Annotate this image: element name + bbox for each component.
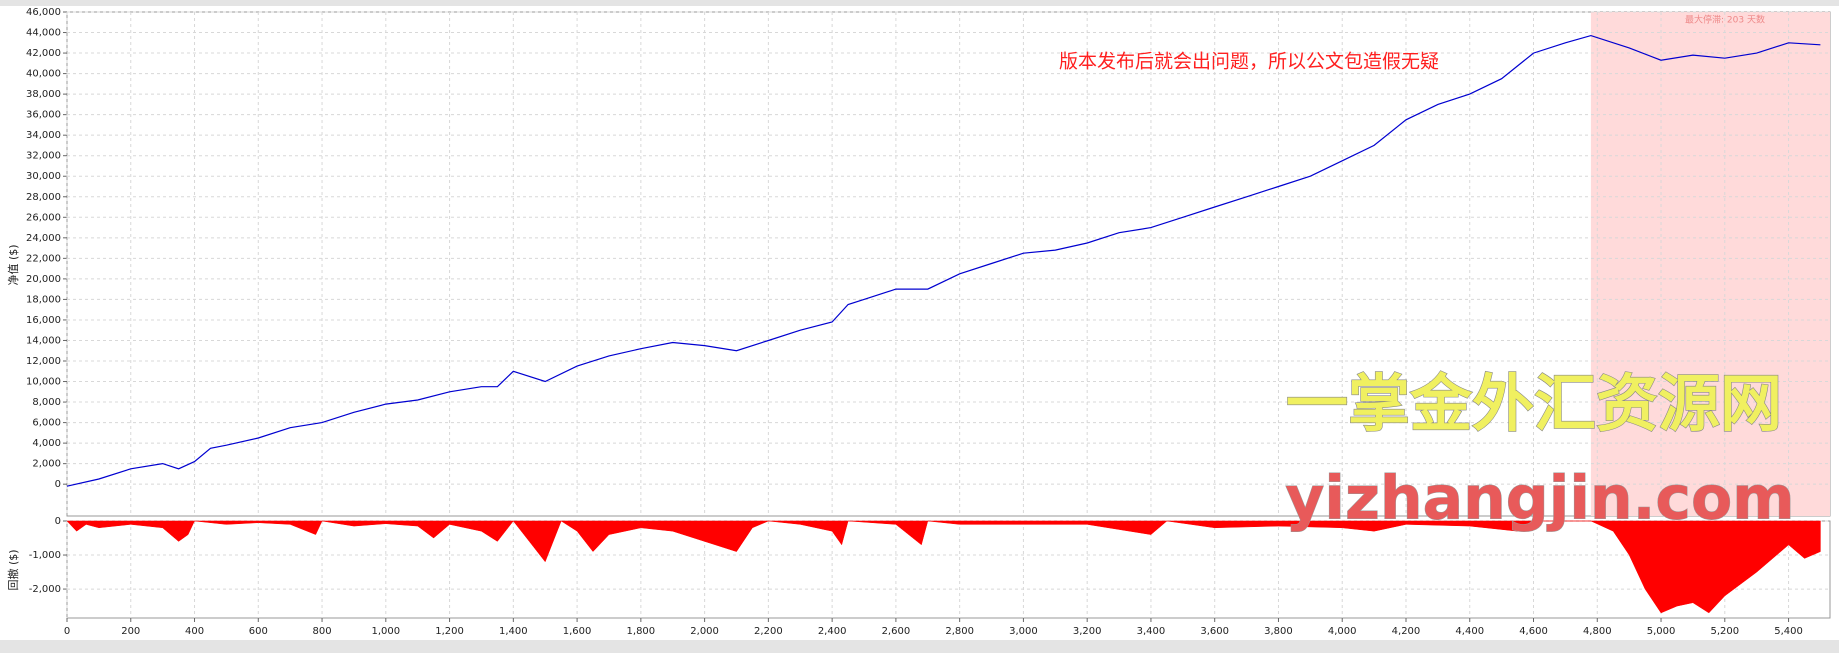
plot-layer: 0 2,000 4,000 6,000 8,000 10,000 12,000 14,000 1… [26, 7, 1831, 637]
status-strip [0, 640, 1839, 653]
y-tick-label: 46,000 [26, 7, 61, 18]
y-tick-label: 34,000 [26, 130, 61, 141]
x-tick-label: 3,600 [1200, 626, 1229, 637]
y-tick-label: 6,000 [32, 418, 61, 429]
shaded-region [1590, 12, 1830, 516]
x-tick-label: 3,800 [1264, 626, 1293, 637]
x-tick-label: 3,200 [1073, 626, 1102, 637]
x-tick-label: 2,600 [882, 626, 911, 637]
y-tick-label: 30,000 [26, 171, 61, 182]
watermark: 一掌金外汇资源网 [1286, 367, 1782, 440]
y-tick-label: 26,000 [26, 212, 61, 223]
y-tick-label: 12,000 [26, 356, 61, 367]
x-tick-label: 5,200 [1710, 626, 1739, 637]
y-tick-label: 4,000 [32, 438, 61, 449]
y-tick-label: -1,000 [29, 550, 61, 561]
x-tick-label: 1,800 [627, 626, 656, 637]
plot-area [66, 520, 1831, 619]
drawdown-area [66, 520, 1821, 614]
y-tick-label: 10,000 [26, 377, 61, 388]
y-tick-label: 20,000 [26, 274, 61, 285]
y-tick-label: 32,000 [26, 151, 61, 162]
tab-strip [0, 0, 1839, 6]
y-tick-label: 0 [55, 516, 61, 527]
y-tick-label: 28,000 [26, 192, 61, 203]
x-tick-label: 200 [121, 626, 140, 637]
y-tick-label: -2,000 [29, 584, 61, 595]
y-tick-label: 2,000 [32, 459, 61, 470]
y-tick-label: 22,000 [26, 253, 61, 264]
x-tick-label: 600 [249, 626, 268, 637]
x-tick-label: 4,400 [1455, 626, 1484, 637]
y-tick-label: 14,000 [26, 335, 61, 346]
y-tick-label: 36,000 [26, 110, 61, 121]
x-tick-label: 400 [185, 626, 204, 637]
y-tick-label: 0 [55, 479, 61, 490]
x-tick-label: 800 [312, 626, 331, 637]
x-tick-label: 1,600 [563, 626, 592, 637]
x-tick-label: 3,400 [1137, 626, 1166, 637]
x-tick-label: 2,800 [945, 626, 974, 637]
y-tick-label: 40,000 [26, 69, 61, 80]
stagnation-label: 最大停滞: 203 天数 [1685, 14, 1765, 26]
x-tick-label: 1,400 [499, 626, 528, 637]
y-tick-label: 38,000 [26, 89, 61, 100]
x-tick-label: 4,000 [1328, 626, 1357, 637]
y-tick-label: 18,000 [26, 294, 61, 305]
watermark-url: yizhangjin.com [1285, 464, 1794, 534]
x-tick-label: 2,000 [690, 626, 719, 637]
equity-line [66, 34, 1821, 487]
x-tick-label: 3,000 [1009, 626, 1038, 637]
y-tick-label: 8,000 [32, 397, 61, 408]
y-axis-label: 净值 ($) [6, 244, 20, 285]
y-axis-label: 回撤 ($) [6, 549, 20, 590]
x-tick-label: 2,400 [818, 626, 847, 637]
y-tick-label: 16,000 [26, 315, 61, 326]
x-tick-label: 1,200 [435, 626, 464, 637]
x-tick-label: 0 [64, 626, 70, 637]
y-tick-label: 24,000 [26, 233, 61, 244]
x-tick-label: 4,800 [1583, 626, 1612, 637]
annotation: 版本发布后就会出问题，所以公文包造假无疑 [1059, 51, 1439, 73]
x-tick-label: 5,000 [1647, 626, 1676, 637]
x-tick-label: 4,600 [1519, 626, 1548, 637]
y-tick-label: 44,000 [26, 28, 61, 39]
x-tick-label: 1,000 [371, 626, 400, 637]
x-tick-label: 4,200 [1392, 626, 1421, 637]
x-tick-label: 2,200 [754, 626, 783, 637]
y-tick-label: 42,000 [26, 48, 61, 59]
x-tick-label: 5,400 [1774, 626, 1803, 637]
plot-area [66, 11, 1831, 517]
